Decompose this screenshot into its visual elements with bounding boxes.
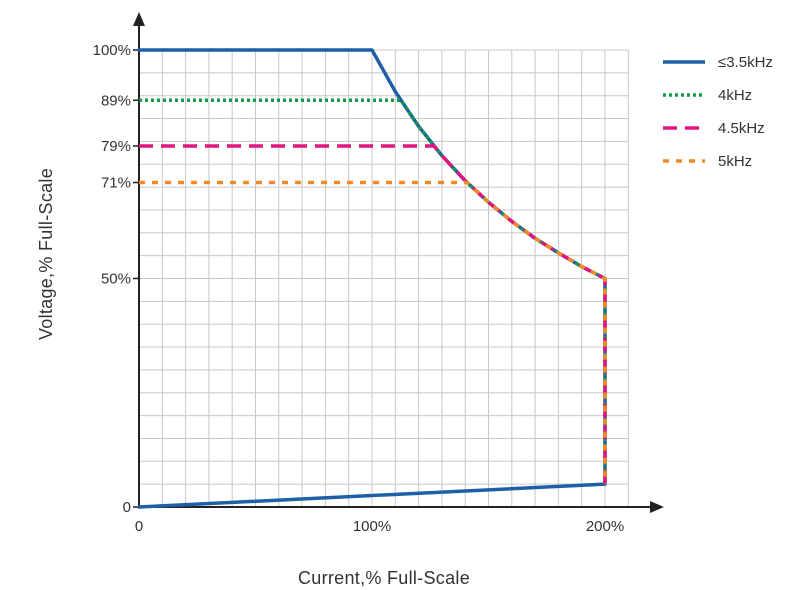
x-tick-label: 100% (353, 518, 391, 535)
series-line-3 (139, 180, 607, 485)
y-tick-label: 89% (101, 92, 131, 109)
y-tick-label: 100% (93, 42, 131, 59)
series-line-2 (139, 144, 607, 485)
y-tick-label: 50% (101, 271, 131, 288)
grid (138, 49, 629, 508)
y-axis-label: Voltage,% Full-Scale (36, 168, 56, 340)
series-line-1 (139, 98, 607, 485)
axes (133, 12, 664, 513)
x-axis-label: Current,% Full-Scale (298, 568, 470, 588)
legend-label-2: 4.5kHz (718, 120, 765, 137)
legend: ≤3.5kHz 4kHz 4.5kHz 5kHz (663, 54, 773, 170)
x-tick-label: 0 (135, 518, 143, 535)
y-tick-label: 0 (123, 499, 131, 516)
legend-label-0: ≤3.5kHz (718, 54, 773, 71)
legend-label-3: 5kHz (718, 153, 752, 170)
y-tick-label: 79% (101, 138, 131, 155)
tick-labels: 0 50% 71% 79% 89% 100% 0 100% 200% (93, 42, 625, 535)
y-axis-arrow (133, 12, 145, 26)
y-tick-label: 71% (101, 175, 131, 192)
x-tick-label: 200% (586, 518, 624, 535)
x-axis-arrow (650, 501, 664, 513)
legend-label-1: 4kHz (718, 87, 752, 104)
series-group (137, 48, 607, 509)
